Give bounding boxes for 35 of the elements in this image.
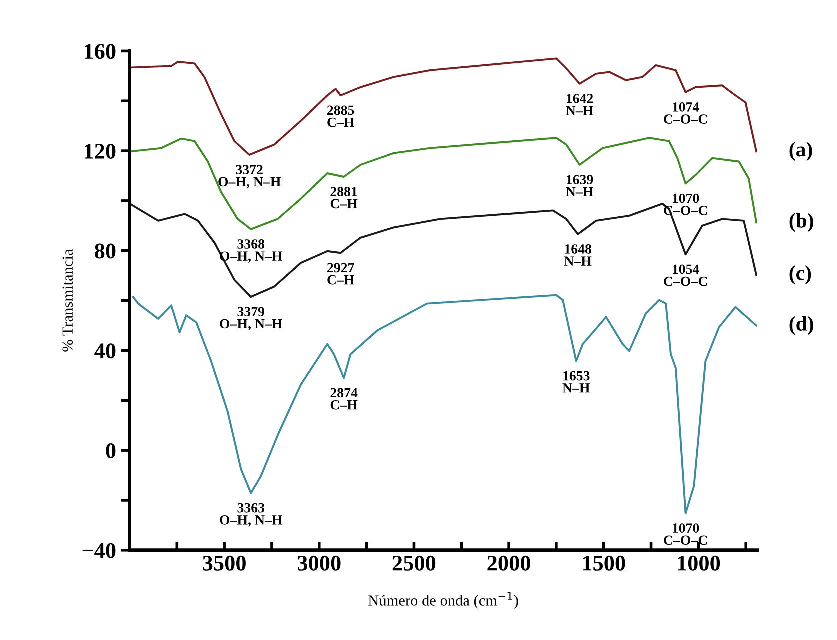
series-label: (a)	[790, 142, 812, 161]
annotation: 1639 N–H	[566, 175, 594, 196]
line-series	[130, 58, 758, 156]
line-series	[132, 294, 758, 514]
y-axis-title: % Transmitancia	[62, 249, 74, 352]
y-tick-label: 0	[106, 443, 116, 458]
x-tick-label: 3000	[298, 556, 341, 571]
y-tick-label: 40	[94, 344, 116, 359]
y-tick-label: 160	[84, 44, 116, 60]
y-tick-label: −40	[82, 543, 116, 558]
annotation: 1054 C–O–C	[664, 264, 708, 286]
annotation: 2874 C–H	[330, 388, 358, 410]
annotation: 1648 N–H	[564, 244, 592, 266]
x-tick-label: 3500	[203, 556, 246, 571]
series-label: (d)	[790, 316, 814, 336]
x-tick-label: 1000	[678, 556, 720, 571]
annotation: 1642 N–H	[566, 94, 594, 116]
annotation: 1653 N–H	[562, 371, 590, 393]
annotation: 2927 C–H	[328, 263, 354, 285]
annotation: 3379 O–H, N–H	[220, 307, 283, 331]
series-label: (b)	[790, 213, 814, 232]
annotation: 2881 C–H	[330, 187, 358, 209]
annotation: 3372 O–H, N–H	[218, 165, 281, 189]
line-series	[130, 137, 758, 230]
series-label: (c)	[790, 266, 812, 285]
annotation: 1070 C–O–C	[664, 524, 708, 546]
y-tick-label: 120	[84, 144, 116, 159]
annotation: 2885 C–H	[328, 106, 354, 128]
annotation: 3363 O–H, N–H	[220, 503, 283, 527]
annotation: 1074 C–O–C	[664, 102, 708, 124]
x-tick-label: 2000	[488, 556, 530, 571]
y-tick-label: 80	[95, 244, 116, 259]
x-axis-title: Número de onda (cm$^{−1}$)	[368, 592, 518, 609]
x-tick-label: 2500	[392, 556, 436, 571]
x-tick-label: 1500	[583, 556, 626, 571]
